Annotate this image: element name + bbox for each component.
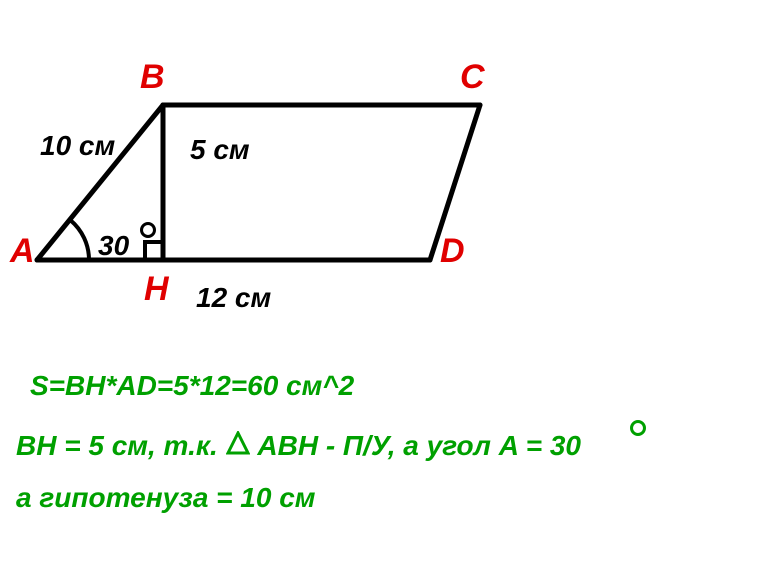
degree-icon	[140, 222, 156, 238]
triangle-icon	[226, 431, 250, 455]
solution-line-3: а гипотенуза = 10 см	[16, 482, 316, 514]
angle-label: 30	[98, 230, 129, 262]
solution-line-2: BH = 5 см, т.к. ABH - П/У, а угол A = 30	[16, 430, 581, 462]
vertex-label-h: H	[144, 270, 169, 309]
vertex-label-d: D	[440, 232, 465, 271]
vertex-label-b: B	[140, 58, 165, 97]
dim-label-ad: 12 см	[196, 282, 271, 314]
vertex-label-c: C	[460, 58, 485, 97]
solution-line-1: S=BH*AD=5*12=60 см^2	[30, 370, 354, 402]
degree-icon-green	[630, 420, 646, 436]
dim-label-bh: 5 см	[190, 134, 250, 166]
solution-line-2-prefix: BH = 5 см, т.к.	[16, 430, 226, 461]
vertex-label-a: A	[10, 232, 35, 271]
geometry-svg	[0, 0, 764, 561]
dim-label-ab: 10 см	[40, 130, 115, 162]
diagram-stage: A B C D H 10 см 5 см 12 см 30 S=BH*AD=5*…	[0, 0, 764, 561]
solution-line-2-rest: ABH - П/У, а угол A = 30	[257, 430, 581, 461]
